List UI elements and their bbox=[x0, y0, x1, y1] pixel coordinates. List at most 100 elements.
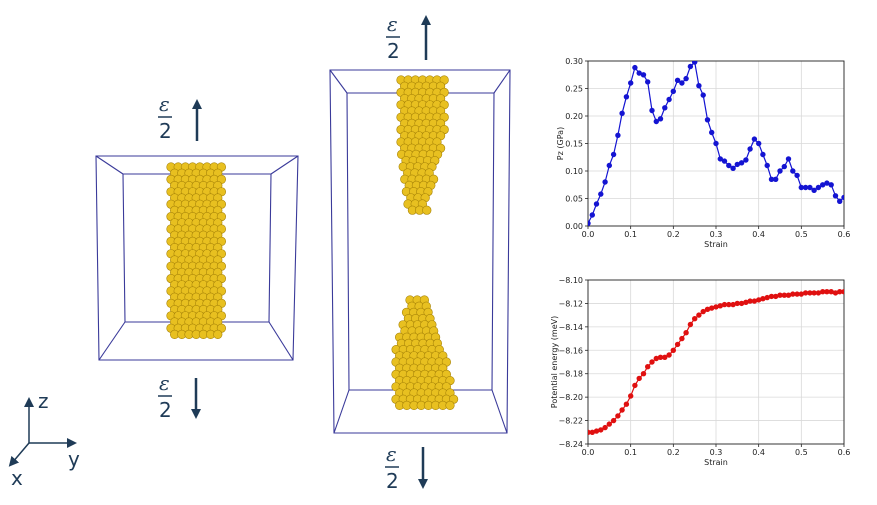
data-point bbox=[674, 341, 681, 348]
data-point bbox=[713, 140, 719, 147]
data-point bbox=[606, 162, 612, 169]
x-axis-title: Strain bbox=[704, 240, 728, 249]
data-point bbox=[751, 136, 758, 142]
data-point bbox=[790, 291, 796, 297]
data-point bbox=[743, 299, 749, 305]
data-point bbox=[649, 107, 655, 114]
data-point bbox=[768, 176, 775, 182]
y-tick-label: 0.00 bbox=[565, 222, 583, 231]
x-axis-label: x bbox=[11, 466, 23, 490]
data-point bbox=[717, 156, 723, 162]
data-point bbox=[713, 304, 719, 310]
data-point bbox=[653, 355, 659, 362]
x-tick-label: 0.2 bbox=[667, 448, 680, 457]
nanowire-lower-fragment bbox=[391, 295, 459, 411]
data-point bbox=[619, 110, 625, 117]
data-point bbox=[679, 80, 685, 86]
y-tick-label: −8.18 bbox=[558, 370, 583, 379]
plot-frame bbox=[587, 279, 845, 445]
data-point bbox=[593, 201, 600, 207]
data-point bbox=[636, 375, 642, 382]
data-point bbox=[841, 289, 844, 295]
data-point bbox=[832, 290, 839, 296]
x-tick-label: 0.3 bbox=[710, 448, 723, 457]
x-axis-arrow-icon bbox=[8, 442, 30, 467]
x-tick-label: 0.3 bbox=[710, 230, 723, 239]
data-point bbox=[802, 290, 809, 296]
data-point bbox=[640, 371, 647, 377]
data-point bbox=[734, 300, 740, 307]
data-point bbox=[781, 163, 787, 170]
y-axis-title: Potential energy (meV) bbox=[550, 316, 559, 408]
data-point bbox=[598, 427, 604, 433]
strain-denominator: 2 bbox=[387, 39, 400, 63]
data-point bbox=[657, 354, 664, 360]
data-point bbox=[615, 132, 621, 138]
data-point bbox=[756, 140, 762, 147]
data-point bbox=[704, 306, 711, 312]
strain-label-bottom-middle: ε 2 bbox=[385, 442, 428, 493]
data-point bbox=[636, 70, 642, 76]
data-point bbox=[687, 63, 694, 70]
data-point bbox=[593, 428, 600, 434]
y-axis-label: y bbox=[68, 447, 80, 471]
data-point bbox=[764, 294, 770, 301]
strain-denominator: 2 bbox=[386, 469, 399, 493]
data-point bbox=[794, 172, 800, 179]
data-point bbox=[773, 176, 779, 182]
data-point bbox=[632, 382, 638, 389]
data-point bbox=[773, 293, 779, 300]
data-point bbox=[640, 72, 647, 78]
data-point bbox=[820, 182, 826, 188]
data-point bbox=[777, 292, 783, 298]
data-point bbox=[807, 290, 813, 296]
strain-numerator: ε bbox=[159, 371, 170, 395]
strain-label-top-middle: ε 2 bbox=[386, 12, 431, 63]
y-tick-label: 0.25 bbox=[565, 85, 583, 94]
pressure-strain-chart: 0.0 0.1 0.2 0.3 0.4 0.5 0.6 0.00 0.05 0.10 0.15 0.2… bbox=[556, 57, 850, 249]
data-point bbox=[666, 352, 672, 358]
data-point bbox=[832, 193, 839, 199]
data-point bbox=[743, 157, 749, 163]
x-tick-label: 0.5 bbox=[795, 448, 808, 457]
strain-label-top-left: ε 2 bbox=[158, 92, 202, 143]
strain-denominator: 2 bbox=[159, 398, 172, 422]
y-tick-label: −8.20 bbox=[558, 393, 583, 402]
data-point bbox=[785, 292, 792, 298]
data-point bbox=[815, 290, 822, 296]
y-axis-title: Pz (GPa) bbox=[556, 127, 565, 160]
data-point bbox=[734, 161, 740, 168]
x-axis-title: Strain bbox=[704, 458, 728, 467]
y-tick-label: −8.10 bbox=[558, 276, 583, 285]
data-point bbox=[721, 158, 728, 164]
data-point bbox=[785, 156, 792, 162]
data-point bbox=[747, 298, 753, 304]
data-point bbox=[841, 194, 844, 201]
data-point bbox=[679, 335, 685, 342]
x-tick-label: 0.6 bbox=[838, 448, 851, 457]
z-axis-label: z bbox=[38, 389, 49, 413]
x-tick-label: 0.5 bbox=[795, 230, 808, 239]
data-point bbox=[653, 118, 659, 125]
data-point bbox=[794, 291, 800, 297]
strain-denominator: 2 bbox=[159, 119, 172, 143]
atom bbox=[445, 400, 455, 411]
data-point bbox=[619, 407, 625, 413]
data-point bbox=[760, 296, 766, 302]
x-tick-label: 0.0 bbox=[582, 448, 595, 457]
data-point bbox=[696, 83, 702, 89]
data-point bbox=[670, 347, 676, 353]
data-point bbox=[811, 290, 817, 296]
data-point bbox=[764, 162, 770, 169]
intact-nanowire-panel: ε 2 ε 2 bbox=[95, 92, 299, 422]
data-point bbox=[649, 359, 655, 365]
data-point bbox=[628, 393, 634, 399]
fractured-nanowire-panel: ε 2 ε 2 bbox=[329, 12, 511, 493]
y-tick-label: 0.05 bbox=[565, 195, 583, 204]
data-point bbox=[824, 180, 830, 186]
data-point bbox=[645, 364, 651, 370]
atom bbox=[213, 329, 223, 340]
data-point bbox=[721, 301, 728, 308]
strain-numerator: ε bbox=[387, 12, 398, 36]
plot-frame bbox=[587, 60, 845, 227]
